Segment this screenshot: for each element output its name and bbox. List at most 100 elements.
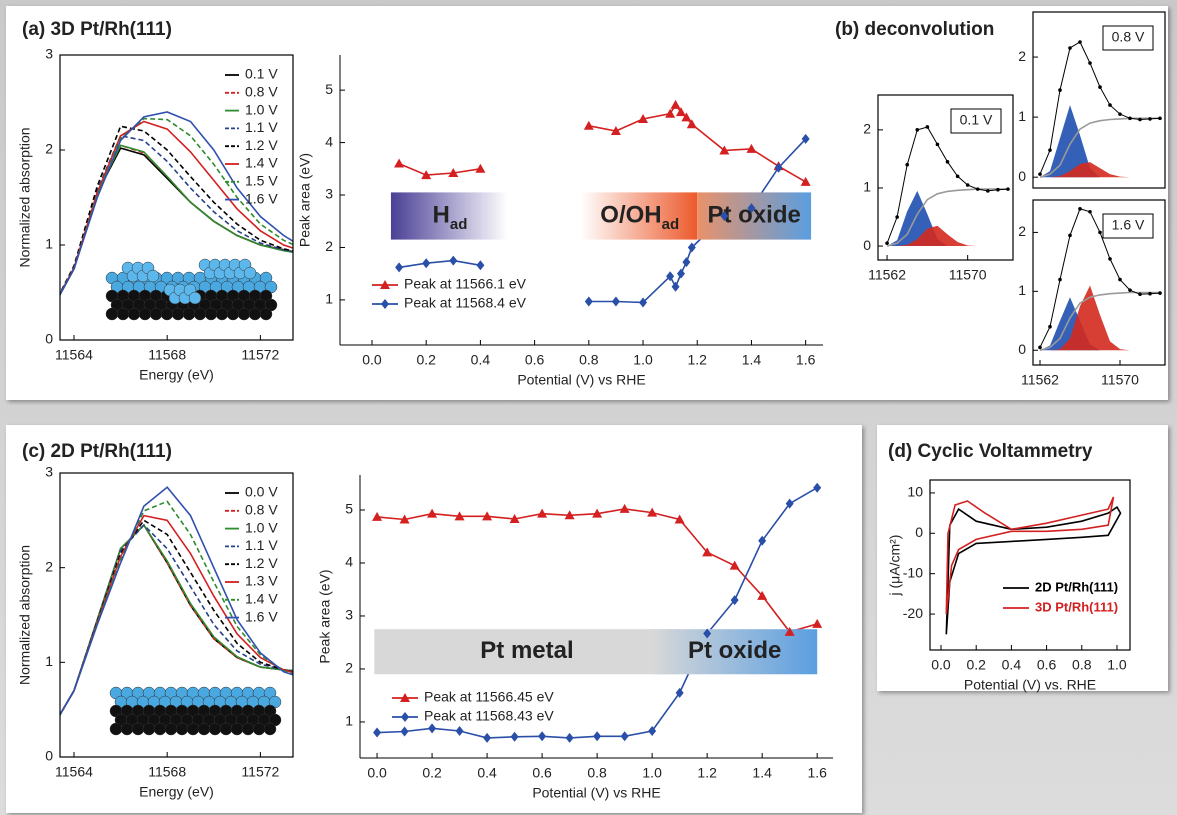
series-line: [945, 496, 1115, 615]
data-point: [1128, 116, 1132, 121]
data-point: [1038, 345, 1042, 350]
legend-label: 1.3 V: [245, 573, 278, 589]
plot-area: [945, 496, 1122, 635]
data-point: [935, 142, 940, 147]
legend-label: 0.1 V: [245, 66, 278, 82]
region-label: H: [433, 201, 450, 228]
y-tick-label: 10: [907, 484, 923, 500]
panel-title: (c) 2D Pt/Rh(111): [22, 441, 172, 462]
atom: [160, 307, 174, 321]
data-point: [758, 535, 767, 546]
region-subscript: ad: [450, 216, 468, 233]
atom: [215, 307, 229, 321]
data-point: [394, 158, 405, 168]
atom: [230, 722, 244, 736]
region-band: [374, 629, 680, 675]
y-axis-label: Peak area (eV): [297, 153, 313, 247]
axis-frame: [1032, 11, 1166, 189]
data-point: [757, 590, 768, 600]
data-point: [619, 503, 630, 513]
legend-label: 3D Pt/Rh(111): [1035, 599, 1118, 614]
x-tick-label: 0.6: [525, 352, 545, 368]
x-axis-label: Potential (V) vs RHE: [517, 372, 645, 388]
legend-label: 1.1 V: [245, 119, 278, 135]
atom: [193, 307, 207, 321]
data-point: [1098, 85, 1102, 89]
data-point: [1058, 277, 1062, 282]
axis-frame: [59, 472, 294, 758]
atom: [138, 307, 152, 321]
y-tick-label: 2: [345, 660, 353, 676]
data-point: [647, 507, 658, 517]
region-label: Pt metal: [480, 637, 573, 664]
data-point: [729, 560, 740, 570]
y-tick-label: 3: [45, 46, 53, 62]
data-point: [945, 160, 950, 164]
legend-label: 1.4 V: [245, 591, 278, 607]
y-tick-label: 1: [863, 179, 871, 195]
data-point: [448, 167, 459, 177]
atom: [237, 307, 251, 321]
data-point: [665, 108, 676, 118]
atom: [259, 307, 273, 321]
legend-label: Peak at 11568.43 eV: [424, 708, 554, 724]
data-point: [674, 514, 685, 524]
data-point: [1098, 230, 1102, 235]
axis-frame: [877, 94, 1014, 261]
atom: [105, 307, 119, 321]
x-tick-label: 1.4: [742, 352, 762, 368]
x-tick-label: 11568: [148, 764, 186, 780]
data-point: [584, 296, 593, 307]
data-point: [785, 498, 794, 509]
atom: [188, 291, 202, 305]
x-tick-label: 1.0: [633, 352, 653, 368]
data-point: [1128, 288, 1132, 292]
atom: [171, 307, 185, 321]
panel-title: (a) 3D Pt/Rh(111): [22, 19, 172, 40]
data-point: [1148, 117, 1152, 121]
data-point: [1088, 209, 1092, 214]
data-point: [1078, 207, 1082, 211]
legend-marker: [381, 299, 389, 309]
atom: [109, 722, 123, 736]
data-point: [1078, 40, 1082, 44]
atom: [208, 722, 222, 736]
x-tick-label: 0.2: [966, 657, 986, 673]
data-point: [648, 725, 657, 736]
y-tick-label: -10: [903, 564, 923, 580]
data-point: [1068, 46, 1072, 50]
data-point: [620, 731, 629, 742]
data-point: [639, 297, 648, 308]
data-point: [1048, 148, 1052, 152]
x-tick-label: 11562: [1021, 372, 1059, 388]
region-band: [652, 629, 818, 675]
x-tick-label: 0.2: [416, 352, 436, 368]
annotation: 0.8 V: [1112, 29, 1145, 45]
region-label: O/OH: [600, 201, 661, 228]
x-tick-label: 0.0: [362, 352, 382, 368]
peak-area: [1040, 105, 1160, 178]
data-point: [422, 258, 431, 269]
x-tick-label: 0.4: [1002, 657, 1022, 673]
x-tick-label: 1.6: [807, 765, 827, 781]
y-tick-label: 1: [45, 653, 53, 669]
x-tick-label: 11572: [241, 347, 279, 363]
atom: [263, 722, 277, 736]
data-point: [395, 262, 404, 273]
data-point: [400, 726, 409, 737]
x-tick-label: 0.2: [422, 765, 442, 781]
y-tick-label: 1: [325, 291, 333, 307]
legend-label: 1.2 V: [245, 137, 278, 153]
data-point: [449, 255, 458, 266]
data-point: [885, 241, 889, 245]
y-tick-label: 0: [45, 748, 53, 764]
data-point: [1108, 257, 1112, 261]
legend-label: Peak at 11566.45 eV: [424, 689, 554, 705]
atom: [248, 307, 262, 321]
data-point: [1118, 277, 1122, 282]
atom: [182, 307, 196, 321]
atom: [127, 307, 141, 321]
atom: [186, 722, 200, 736]
data-point: [475, 163, 486, 173]
peak-area: [887, 225, 1008, 247]
